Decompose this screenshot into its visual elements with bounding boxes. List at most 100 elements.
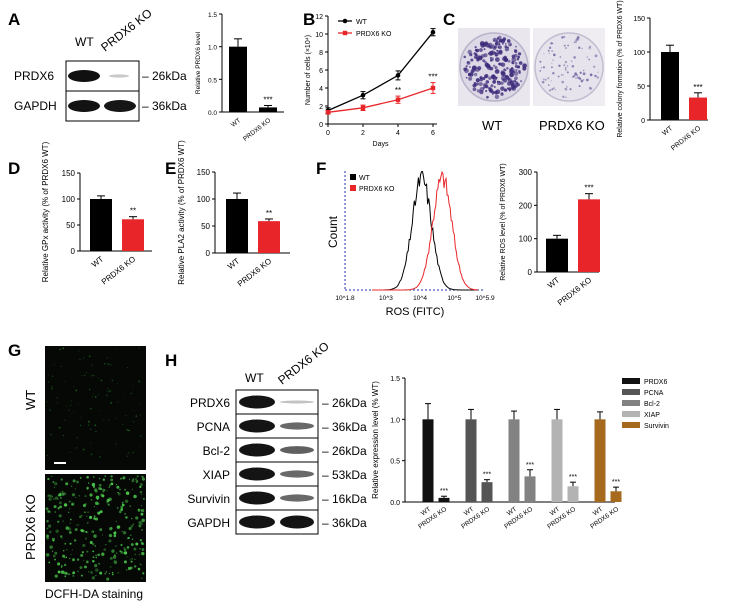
colony-dot-ko bbox=[565, 85, 568, 88]
bar-C-1 bbox=[689, 97, 707, 120]
micro-dot-ko bbox=[60, 564, 63, 568]
colony-dot-wt bbox=[486, 95, 489, 99]
micro-dot-ko bbox=[134, 553, 136, 556]
colony-dot-ko bbox=[542, 78, 545, 81]
colony-dot-wt bbox=[469, 66, 471, 68]
x-tick-label-B: 4 bbox=[396, 130, 400, 137]
micro-dot-ko bbox=[89, 493, 93, 497]
colony-dot-wt bbox=[467, 73, 472, 77]
micro-dot-ko bbox=[140, 564, 142, 566]
legend-label-H: PCNA bbox=[644, 390, 664, 397]
micro-dot-ko bbox=[92, 550, 94, 553]
y-tick-label-A: 0.5 bbox=[208, 77, 217, 84]
micro-dot-wt bbox=[79, 424, 82, 427]
panel-g-images: WT PRDX6 KO DCFH-DA staining bbox=[23, 346, 146, 601]
colony-dot-wt bbox=[513, 79, 517, 83]
colony-dot-ko bbox=[564, 47, 567, 50]
micro-dot-wt bbox=[110, 364, 112, 366]
micro-dot-ko bbox=[69, 522, 71, 524]
micro-dot-wt bbox=[79, 358, 81, 361]
micro-dot-ko bbox=[53, 498, 55, 500]
micro-dot-ko bbox=[94, 564, 98, 568]
micro-dot-ko bbox=[45, 553, 50, 557]
micro-dot-wt bbox=[130, 392, 132, 395]
significance-H: *** bbox=[440, 488, 448, 495]
bar-D-0 bbox=[90, 199, 112, 251]
y-tick-label-A: 0.0 bbox=[208, 110, 217, 117]
micro-dot-ko bbox=[77, 524, 80, 526]
micro-dot-wt bbox=[94, 424, 97, 427]
y-tick-label-D: 150 bbox=[62, 169, 76, 178]
legend-label-H: PRDX6 bbox=[644, 379, 667, 386]
y-tick-label-A: 1.5 bbox=[208, 12, 217, 19]
micro-dot-ko bbox=[140, 508, 145, 513]
y-tick-label-E: 50 bbox=[201, 222, 210, 231]
bar-F-bar-1 bbox=[578, 199, 600, 272]
x-tick-label-H: WT bbox=[420, 506, 432, 518]
bar-H-XIAP-0 bbox=[551, 419, 563, 502]
y-tick-label-E: 150 bbox=[197, 168, 211, 177]
micro-dot-ko bbox=[84, 495, 87, 498]
micro-dot-wt bbox=[83, 357, 85, 359]
colony-dot-ko bbox=[575, 38, 579, 41]
bar-H-XIAP-1 bbox=[567, 486, 579, 502]
micro-dot-wt bbox=[70, 400, 72, 402]
micro-dot-ko bbox=[131, 479, 135, 483]
blot-h-protein-1: PCNA bbox=[197, 420, 230, 434]
x-tick-label-A: PRDX6 KO bbox=[242, 117, 272, 143]
micro-dot-ko bbox=[79, 477, 82, 479]
colony-dot-wt bbox=[475, 82, 479, 86]
micro-dot-wt bbox=[51, 375, 54, 377]
y-tick-label-E: 0 bbox=[206, 249, 211, 258]
significance-A: *** bbox=[263, 95, 272, 104]
colony-dot-ko bbox=[550, 42, 553, 45]
colony-dot-wt bbox=[496, 49, 499, 52]
micro-dot-wt bbox=[87, 424, 90, 426]
legend-swatch-H bbox=[622, 389, 640, 395]
micro-dot-ko bbox=[141, 477, 145, 481]
micro-dot-ko bbox=[63, 550, 65, 552]
colony-dot-ko bbox=[582, 72, 586, 76]
y-tick-label-D: 0 bbox=[71, 247, 76, 256]
colony-dot-wt bbox=[518, 71, 521, 74]
micro-dot-wt bbox=[106, 358, 108, 360]
micro-dot-wt bbox=[115, 443, 117, 445]
micro-dot-ko bbox=[115, 484, 117, 486]
micro-dot-ko bbox=[133, 547, 137, 551]
colony-dot-wt bbox=[479, 78, 483, 82]
micro-dot-ko bbox=[80, 553, 84, 557]
micro-dot-ko bbox=[60, 571, 62, 573]
micro-dot-ko bbox=[117, 491, 119, 494]
micro-dot-ko bbox=[142, 476, 144, 478]
panel-label-e: E bbox=[165, 159, 176, 178]
colony-dot-wt bbox=[514, 64, 518, 69]
micro-dot-wt bbox=[54, 444, 55, 446]
colony-dot-wt bbox=[474, 84, 477, 87]
colony-dot-ko bbox=[561, 36, 564, 39]
x-tick-label-F: 10^4 bbox=[413, 295, 427, 302]
colony-label-ko: PRDX6 KO bbox=[539, 118, 605, 133]
bar-C-0 bbox=[661, 52, 679, 120]
micro-dot-wt bbox=[99, 456, 101, 458]
micro-dot-ko bbox=[93, 488, 98, 492]
legend-swatch-H bbox=[622, 378, 640, 384]
micro-dot-ko bbox=[140, 509, 142, 511]
point-B-ko bbox=[395, 97, 401, 102]
colony-dot-wt bbox=[467, 49, 472, 55]
colony-dot-ko bbox=[539, 60, 542, 63]
colony-dot-wt bbox=[490, 50, 495, 56]
colony-dot-ko bbox=[589, 48, 591, 50]
micro-dot-ko bbox=[48, 561, 51, 564]
micro-dot-wt bbox=[126, 429, 128, 431]
micro-dot-ko bbox=[64, 557, 66, 559]
colony-dot-ko bbox=[547, 77, 550, 80]
micro-dot-wt bbox=[95, 430, 97, 433]
micro-dot-ko bbox=[129, 559, 132, 561]
colony-dot-wt bbox=[470, 58, 474, 62]
point-B-ko bbox=[325, 110, 331, 115]
micro-dot-ko bbox=[99, 571, 103, 575]
micro-dot-ko bbox=[76, 558, 80, 561]
micro-dot-ko bbox=[48, 524, 52, 528]
micro-dot-ko bbox=[130, 543, 134, 547]
micro-dot-ko bbox=[139, 491, 143, 494]
